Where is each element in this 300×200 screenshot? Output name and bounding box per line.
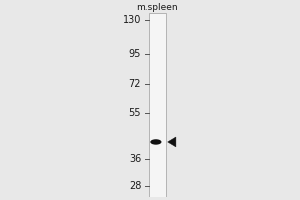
Text: 130: 130 <box>123 15 141 25</box>
Bar <box>148 13 166 197</box>
Text: 95: 95 <box>129 49 141 59</box>
Text: 36: 36 <box>129 154 141 164</box>
Text: m.spleen: m.spleen <box>136 3 178 12</box>
Text: 28: 28 <box>129 181 141 191</box>
Text: 55: 55 <box>129 108 141 118</box>
Ellipse shape <box>150 139 161 145</box>
Polygon shape <box>168 137 176 147</box>
Text: 72: 72 <box>129 79 141 89</box>
